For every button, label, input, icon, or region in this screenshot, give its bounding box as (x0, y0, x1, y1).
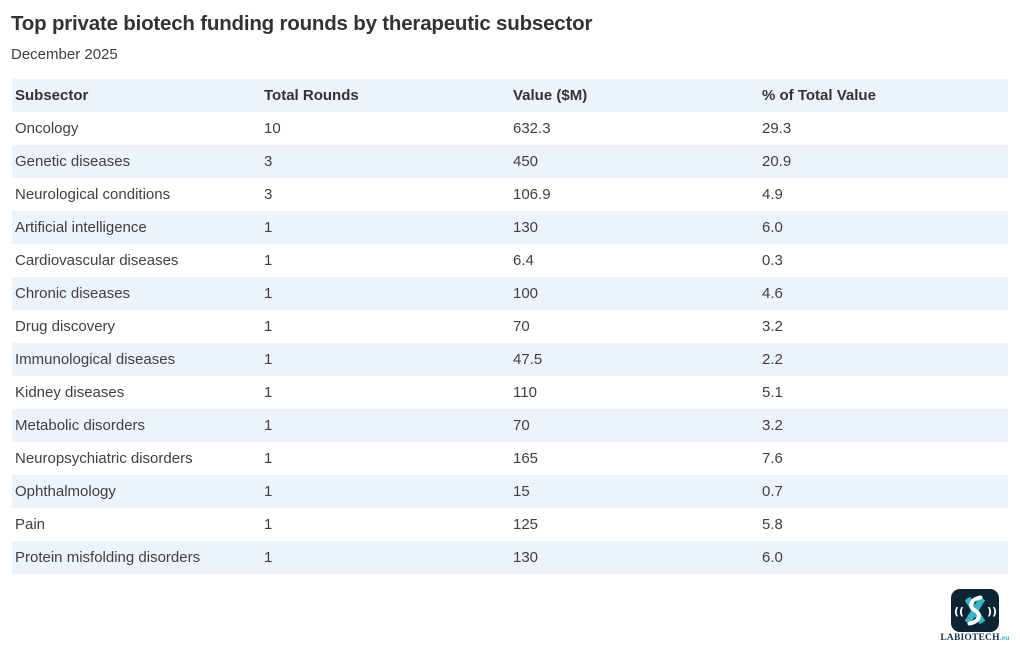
table-cell-subsector: Chronic diseases (12, 277, 261, 310)
table-cell-subsector: Protein misfolding disorders (12, 541, 261, 574)
table-row: Artificial intelligence 1 130 6.0 (12, 211, 1008, 244)
table-cell-value: 130 (510, 211, 759, 244)
table-header: Subsector Total Rounds Value ($M)% of Tota… (12, 79, 1008, 112)
table-body: Oncology 10 632.3 29.3 Genetic diseases 3 450 2… (12, 112, 1008, 574)
table-cell-pct-of-total: 6.0 (759, 541, 1008, 574)
table-cell-pct-of-total: 4.9 (759, 178, 1008, 211)
table-cell-subsector: Metabolic disorders (12, 409, 261, 442)
table-cell-total-rounds: 1 (261, 343, 510, 376)
table-cell-pct-of-total: 29.3 (759, 112, 1008, 145)
table-cell-value: 15 (510, 475, 759, 508)
table-cell-total-rounds: 1 (261, 310, 510, 343)
table-cell-pct-of-total: 5.8 (759, 508, 1008, 541)
table-cell-value: 125 (510, 508, 759, 541)
table-cell-value: 70 (510, 409, 759, 442)
table-cell-value: 47.5 (510, 343, 759, 376)
table-cell-value: 106.9 (510, 178, 759, 211)
table-cell-total-rounds: 1 (261, 244, 510, 277)
table-cell-subsector: Neuropsychiatric disorders (12, 442, 261, 475)
table-row: Oncology 10 632.3 29.3 (12, 112, 1008, 145)
table-cell-total-rounds: 1 (261, 508, 510, 541)
table-cell-value: 6.4 (510, 244, 759, 277)
svg-text:)): )) (987, 605, 997, 618)
table-cell-pct-of-total: 3.2 (759, 310, 1008, 343)
table-row: Neurological conditions 3 106.9 4.9 (12, 178, 1008, 211)
table-row: Metabolic disorders 1 70 3.2 (12, 409, 1008, 442)
table-cell-subsector: Ophthalmology (12, 475, 261, 508)
table-cell-subsector: Pain (12, 508, 261, 541)
column-header-3: % of Total Value (759, 79, 1008, 112)
table-cell-total-rounds: 3 (261, 178, 510, 211)
table-cell-total-rounds: 1 (261, 541, 510, 574)
table-cell-total-rounds: 1 (261, 442, 510, 475)
table-row: Chronic diseases 1 100 4.6 (12, 277, 1008, 310)
table-cell-total-rounds: 1 (261, 475, 510, 508)
table-row: Protein misfolding disorders 1 130 6.0 (12, 541, 1008, 574)
table-cell-subsector: Genetic diseases (12, 145, 261, 178)
table-cell-pct-of-total: 7.6 (759, 442, 1008, 475)
page-subtitle: December 2025 (11, 46, 118, 63)
table-cell-subsector: Cardiovascular diseases (12, 244, 261, 277)
labiotech-logo-icon: (( )) (951, 589, 999, 632)
table-cell-value: 450 (510, 145, 759, 178)
table-cell-subsector: Drug discovery (12, 310, 261, 343)
column-header-0: Subsector (12, 79, 261, 112)
table-cell-total-rounds: 1 (261, 277, 510, 310)
table-cell-total-rounds: 1 (261, 211, 510, 244)
table-row: Neuropsychiatric disorders 1 165 7.6 (12, 442, 1008, 475)
table-row: Cardiovascular diseases 1 6.4 0.3 (12, 244, 1008, 277)
table-cell-subsector: Neurological conditions (12, 178, 261, 211)
table-cell-pct-of-total: 0.3 (759, 244, 1008, 277)
table-row: Immunological diseases 1 47.5 2.2 (12, 343, 1008, 376)
table-cell-total-rounds: 1 (261, 409, 510, 442)
table-cell-pct-of-total: 3.2 (759, 409, 1008, 442)
table-cell-value: 632.3 (510, 112, 759, 145)
column-header-1: Total Rounds (261, 79, 510, 112)
table-cell-total-rounds: 3 (261, 145, 510, 178)
table-cell-pct-of-total: 2.2 (759, 343, 1008, 376)
labiotech-wordmark-name: LABIOTECH (940, 633, 1000, 643)
column-header-2: Value ($M) (510, 79, 759, 112)
labiotech-wordmark: LABIOTECH.eu (940, 633, 1009, 643)
table-row: Drug discovery 1 70 3.2 (12, 310, 1008, 343)
table-cell-pct-of-total: 0.7 (759, 475, 1008, 508)
table-cell-pct-of-total: 6.0 (759, 211, 1008, 244)
table-row: Pain 1 125 5.8 (12, 508, 1008, 541)
page-title: Top private biotech funding rounds by th… (11, 12, 593, 35)
table-row: Ophthalmology 1 15 0.7 (12, 475, 1008, 508)
table-cell-value: 165 (510, 442, 759, 475)
table-cell-subsector: Oncology (12, 112, 261, 145)
table-cell-subsector: Kidney diseases (12, 376, 261, 409)
funding-table: Subsector Total Rounds Value ($M)% of Tota… (12, 79, 1008, 574)
table-row: Kidney diseases 1 110 5.1 (12, 376, 1008, 409)
table-cell-pct-of-total: 5.1 (759, 376, 1008, 409)
labiotech-logo[interactable]: (( )) LABIOTECH.eu (940, 589, 1009, 643)
header-row: Subsector Total Rounds Value ($M)% of Tota… (12, 79, 1008, 112)
table-cell-pct-of-total: 20.9 (759, 145, 1008, 178)
labiotech-wordmark-tld: .eu (999, 633, 1010, 642)
table-cell-pct-of-total: 4.6 (759, 277, 1008, 310)
table-cell-value: 100 (510, 277, 759, 310)
table-cell-value: 130 (510, 541, 759, 574)
svg-text:((: (( (954, 605, 964, 618)
table-cell-value: 110 (510, 376, 759, 409)
table-cell-subsector: Artificial intelligence (12, 211, 261, 244)
table-cell-total-rounds: 10 (261, 112, 510, 145)
table-cell-total-rounds: 1 (261, 376, 510, 409)
table-cell-value: 70 (510, 310, 759, 343)
table-row: Genetic diseases 3 450 20.9 (12, 145, 1008, 178)
table-cell-subsector: Immunological diseases (12, 343, 261, 376)
